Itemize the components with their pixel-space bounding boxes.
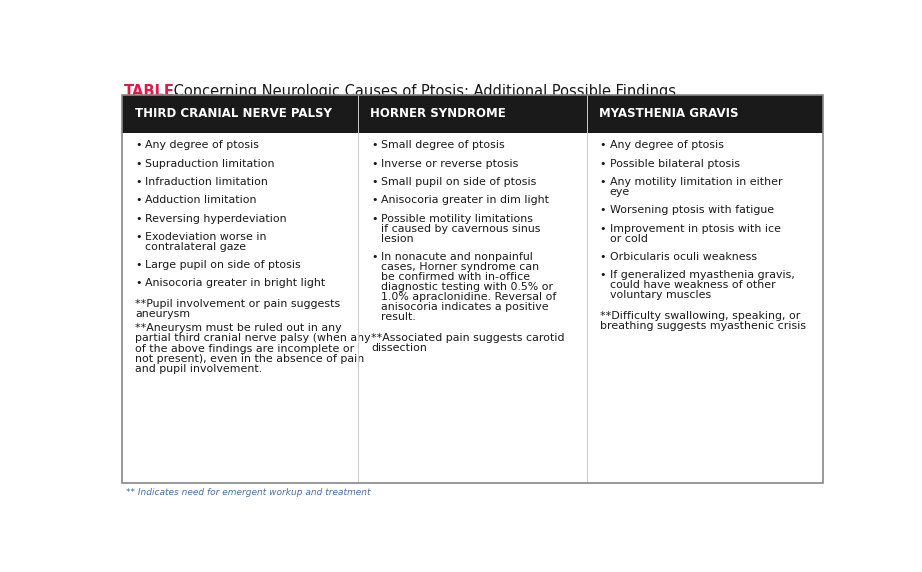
- Text: Small pupil on side of ptosis: Small pupil on side of ptosis: [381, 177, 537, 187]
- Text: could have weakness of other: could have weakness of other: [609, 280, 775, 290]
- Text: •: •: [371, 195, 377, 205]
- Text: HORNER SYNDROME: HORNER SYNDROME: [371, 108, 506, 120]
- Text: ** Indicates need for emergent workup and treatment: ** Indicates need for emergent workup an…: [126, 488, 371, 497]
- Text: •: •: [136, 279, 142, 288]
- Text: partial third cranial nerve palsy (when any: partial third cranial nerve palsy (when …: [136, 333, 371, 343]
- Text: Any degree of ptosis: Any degree of ptosis: [146, 141, 259, 150]
- Text: •: •: [136, 260, 142, 270]
- Text: •: •: [371, 213, 377, 224]
- Text: Infraduction limitation: Infraduction limitation: [146, 177, 268, 187]
- Text: 1.0% apraclonidine. Reversal of: 1.0% apraclonidine. Reversal of: [381, 292, 557, 302]
- Text: **Pupil involvement or pain suggests: **Pupil involvement or pain suggests: [136, 299, 340, 309]
- Text: •: •: [371, 177, 377, 187]
- Text: •: •: [371, 141, 377, 150]
- Text: not present), even in the absence of pain: not present), even in the absence of pai…: [136, 353, 364, 364]
- Text: Exodeviation worse in: Exodeviation worse in: [146, 232, 266, 242]
- Text: Anisocoria greater in dim light: Anisocoria greater in dim light: [381, 195, 550, 205]
- Text: eye: eye: [609, 187, 630, 197]
- Text: of the above findings are incomplete or: of the above findings are incomplete or: [136, 344, 354, 353]
- Text: •: •: [599, 270, 606, 280]
- Bar: [123, 95, 822, 133]
- Text: Any motility limitation in either: Any motility limitation in either: [609, 177, 783, 187]
- Text: •: •: [371, 252, 377, 262]
- Text: Inverse or reverse ptosis: Inverse or reverse ptosis: [381, 158, 518, 169]
- Text: result.: result.: [381, 312, 416, 322]
- Text: if caused by cavernous sinus: if caused by cavernous sinus: [381, 224, 540, 233]
- Text: and pupil involvement.: and pupil involvement.: [136, 364, 263, 374]
- Text: Orbicularis oculi weakness: Orbicularis oculi weakness: [609, 252, 757, 262]
- Text: anisocoria indicates a positive: anisocoria indicates a positive: [381, 302, 549, 312]
- Text: **Aneurysm must be ruled out in any: **Aneurysm must be ruled out in any: [136, 323, 342, 333]
- Text: **Associated pain suggests carotid: **Associated pain suggests carotid: [371, 333, 564, 343]
- Text: MYASTHENIA GRAVIS: MYASTHENIA GRAVIS: [599, 108, 739, 120]
- Text: •: •: [599, 141, 606, 150]
- Text: Large pupil on side of ptosis: Large pupil on side of ptosis: [146, 260, 301, 270]
- Text: If generalized myasthenia gravis,: If generalized myasthenia gravis,: [609, 270, 795, 280]
- Text: Worsening ptosis with fatigue: Worsening ptosis with fatigue: [609, 205, 774, 215]
- Text: Possible bilateral ptosis: Possible bilateral ptosis: [609, 158, 739, 169]
- Text: breathing suggests myasthenic crisis: breathing suggests myasthenic crisis: [599, 321, 806, 331]
- Text: Concerning Neurologic Causes of Ptosis: Additional Possible Findings: Concerning Neurologic Causes of Ptosis: …: [169, 84, 676, 99]
- Text: be confirmed with in-office: be confirmed with in-office: [381, 272, 530, 282]
- Text: •: •: [599, 158, 606, 169]
- Text: aneurysm: aneurysm: [136, 309, 190, 319]
- Text: voluntary muscles: voluntary muscles: [609, 290, 711, 300]
- Text: Supraduction limitation: Supraduction limitation: [146, 158, 275, 169]
- Text: dissection: dissection: [371, 343, 427, 353]
- Text: Possible motility limitations: Possible motility limitations: [381, 213, 533, 224]
- Text: lesion: lesion: [381, 233, 414, 244]
- Text: Small degree of ptosis: Small degree of ptosis: [381, 141, 505, 150]
- Bar: [123, 95, 822, 483]
- Text: •: •: [371, 158, 377, 169]
- Text: Any degree of ptosis: Any degree of ptosis: [609, 141, 724, 150]
- Text: In nonacute and nonpainful: In nonacute and nonpainful: [381, 252, 533, 262]
- Text: Anisocoria greater in bright light: Anisocoria greater in bright light: [146, 279, 325, 288]
- Text: •: •: [136, 177, 142, 187]
- Text: TABLE.: TABLE.: [124, 84, 181, 99]
- Text: THIRD CRANIAL NERVE PALSY: THIRD CRANIAL NERVE PALSY: [135, 108, 331, 120]
- Text: •: •: [136, 158, 142, 169]
- Text: •: •: [599, 177, 606, 187]
- Text: cases, Horner syndrome can: cases, Horner syndrome can: [381, 262, 539, 272]
- Text: •: •: [599, 252, 606, 262]
- Text: Reversing hyperdeviation: Reversing hyperdeviation: [146, 213, 287, 224]
- Text: Improvement in ptosis with ice: Improvement in ptosis with ice: [609, 224, 781, 233]
- Text: Adduction limitation: Adduction limitation: [146, 195, 256, 205]
- Text: •: •: [136, 141, 142, 150]
- Text: or cold: or cold: [609, 233, 647, 244]
- Text: •: •: [136, 195, 142, 205]
- Text: •: •: [599, 205, 606, 215]
- Text: contralateral gaze: contralateral gaze: [146, 242, 246, 252]
- Text: •: •: [136, 213, 142, 224]
- Text: diagnostic testing with 0.5% or: diagnostic testing with 0.5% or: [381, 282, 553, 292]
- Text: •: •: [599, 224, 606, 233]
- Text: •: •: [136, 232, 142, 242]
- Text: **Difficulty swallowing, speaking, or: **Difficulty swallowing, speaking, or: [599, 311, 800, 321]
